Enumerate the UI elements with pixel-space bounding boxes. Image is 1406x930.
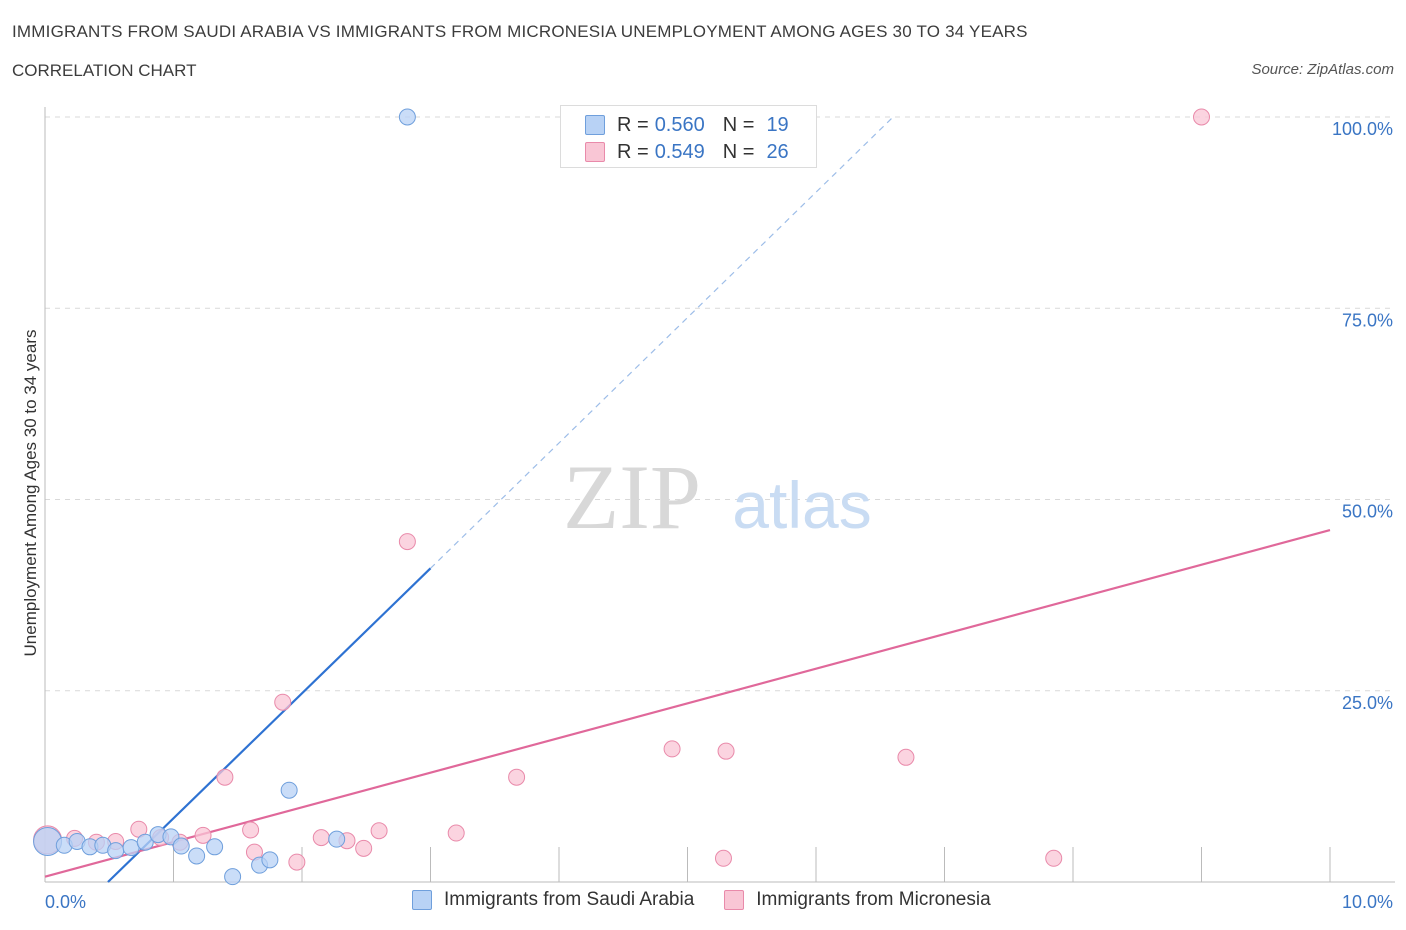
x-tick-label: 0.0% (45, 892, 86, 912)
watermark-atlas: atlas (732, 468, 871, 542)
chart-subtitle: CORRELATION CHART (12, 61, 197, 80)
data-point-micronesia (312, 829, 330, 847)
data-point-micronesia (717, 742, 735, 760)
data-point-saudi-arabia (188, 847, 206, 865)
data-point-micronesia (194, 826, 212, 844)
y-tick-label: 25.0% (1342, 693, 1393, 713)
data-point-micronesia (242, 821, 260, 839)
legend-n-value: 19 (766, 113, 789, 136)
data-point-micronesia (897, 748, 915, 766)
legend-n-label: N = (722, 140, 755, 163)
data-point-saudi-arabia (398, 108, 416, 126)
chart-title: IMMIGRANTS FROM SAUDI ARABIA VS IMMIGRAN… (12, 22, 1028, 41)
legend-n-label: N = (722, 113, 755, 136)
y-tick-label: 75.0% (1342, 310, 1393, 330)
data-point-micronesia (663, 740, 681, 758)
watermark-zip: ZIP (563, 446, 701, 548)
data-point-micronesia (1193, 108, 1210, 126)
data-point-micronesia (216, 768, 234, 786)
data-point-micronesia (370, 822, 388, 840)
data-point-saudi-arabia (206, 838, 224, 856)
legend-r-value: 0.549 (654, 140, 705, 163)
series-legend-item-micronesia: Immigrants from Micronesia (724, 889, 991, 911)
series-swatch-blue (412, 890, 432, 910)
data-point-saudi-arabia (280, 781, 298, 799)
data-point-micronesia (447, 824, 465, 842)
legend-row-saudi-arabia: R = 0.560 N = 19 (585, 113, 789, 137)
trend-line-saudi-arabia-extension (430, 116, 894, 569)
series-swatch-pink (724, 890, 745, 910)
legend-swatch-pink (585, 142, 605, 162)
data-point-saudi-arabia (261, 851, 279, 869)
legend-r-value: 0.560 (654, 113, 705, 136)
data-point-saudi-arabia (136, 833, 154, 851)
y-axis-label: Unemployment Among Ages 30 to 34 years (21, 329, 40, 657)
data-point-saudi-arabia (107, 842, 125, 860)
data-point-micronesia (398, 533, 416, 551)
legend-swatch-blue (585, 115, 605, 135)
axis-layer (44, 107, 1395, 883)
legend-r-label: R = (617, 140, 649, 163)
data-point-micronesia (355, 839, 373, 857)
source-label: Source: ZipAtlas.com (1251, 61, 1394, 78)
data-point-saudi-arabia (224, 868, 242, 886)
data-point-saudi-arabia (328, 830, 346, 848)
data-point-micronesia (274, 693, 292, 711)
series-legend-item-saudi-arabia: Immigrants from Saudi Arabia (412, 889, 694, 911)
tick-label-layer: 25.0% 50.0% 75.0% 100.0% 0.0% 10.0% (45, 119, 1393, 912)
y-tick-label: 50.0% (1342, 502, 1393, 522)
legend-n-value: 26 (766, 140, 789, 163)
legend-r-label: R = (617, 113, 649, 136)
point-layer (33, 108, 1210, 886)
correlation-legend: R = 0.560 N = 19 R = 0.549 N = 26 (560, 105, 817, 168)
data-point-micronesia (508, 768, 526, 786)
trend-line-micronesia (44, 529, 1331, 878)
data-point-saudi-arabia (172, 837, 190, 855)
data-point-micronesia (288, 853, 306, 871)
series-name: Immigrants from Micronesia (756, 889, 991, 910)
series-legend: Immigrants from Saudi Arabia Immigrants … (412, 889, 1021, 911)
x-tick-label: 10.0% (1342, 892, 1393, 912)
data-point-micronesia (714, 849, 732, 867)
data-point-micronesia (1045, 849, 1063, 867)
grid-layer (45, 116, 1395, 692)
series-name: Immigrants from Saudi Arabia (444, 889, 695, 910)
y-tick-label: 100.0% (1332, 119, 1393, 139)
data-point-saudi-arabia (122, 839, 140, 857)
legend-row-micronesia: R = 0.549 N = 26 (585, 140, 789, 164)
